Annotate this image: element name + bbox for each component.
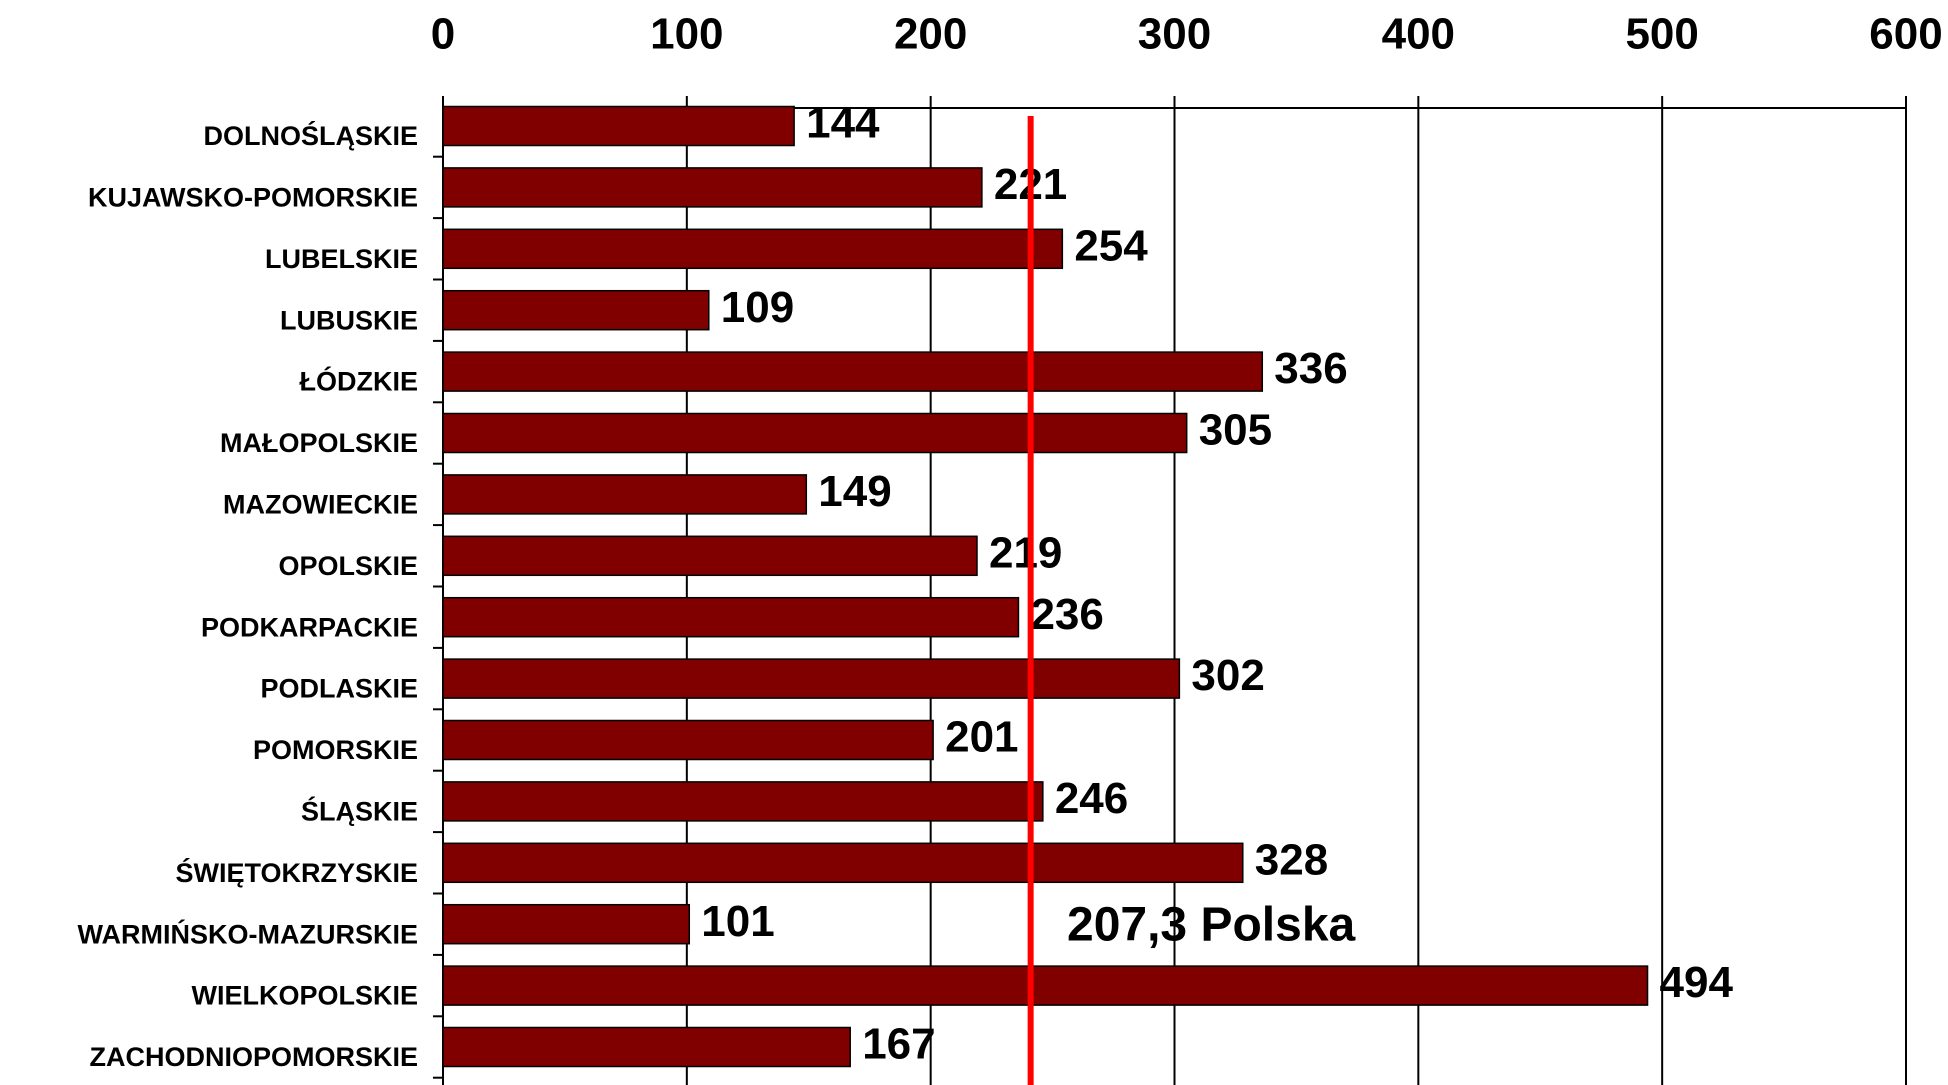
value-label: 167: [862, 1020, 935, 1069]
y-tick-label: MAŁOPOLSKIE: [220, 428, 418, 458]
y-tick-label: WIELKOPOLSKIE: [191, 981, 418, 1011]
value-label: 336: [1274, 344, 1347, 393]
y-tick-label: DOLNOŚLĄSKIE: [203, 120, 418, 151]
y-tick-label: LUBUSKIE: [280, 305, 418, 335]
y-tick-label: ŚWIĘTOKRZYSKIE: [175, 857, 418, 888]
x-tick-label: 200: [894, 10, 967, 59]
y-tick-label: MAZOWIECKIE: [223, 490, 418, 520]
x-tick-label: 300: [1138, 10, 1211, 59]
y-tick-label: ŚLĄSKIE: [301, 796, 418, 827]
bar: [442, 535, 978, 577]
y-tick-label: LUBELSKIE: [265, 244, 418, 274]
y-tick-label: KUJAWSKO-POMORSKIE: [88, 183, 418, 213]
value-label: 201: [945, 713, 1018, 762]
bar: [442, 228, 1064, 270]
bar: [442, 965, 1649, 1006]
y-tick-label: POMORSKIE: [253, 735, 418, 765]
value-label: 149: [818, 467, 891, 516]
value-label: 219: [989, 528, 1062, 577]
bar: [442, 781, 1044, 822]
bar: [442, 412, 1188, 454]
bar: [442, 903, 691, 945]
value-label: 144: [806, 99, 880, 148]
bar: [442, 289, 710, 331]
x-tick-label: 500: [1625, 10, 1698, 59]
value-label: 246: [1055, 774, 1128, 823]
x-tick-label: 0: [431, 10, 455, 59]
y-tick-label: ZACHODNIOPOMORSKIE: [89, 1042, 418, 1072]
bar: [442, 351, 1264, 392]
bar: [442, 105, 795, 147]
bar: [442, 719, 934, 761]
value-label: 305: [1199, 406, 1272, 455]
bar: [442, 842, 1244, 884]
value-label: 254: [1074, 221, 1148, 270]
y-tick-label: PODLASKIE: [260, 674, 418, 704]
value-label: 101: [701, 897, 774, 946]
y-tick-label: PODKARPACKIE: [201, 612, 418, 642]
bar: [442, 474, 808, 515]
value-label: 109: [721, 283, 794, 332]
value-label: 328: [1255, 835, 1328, 884]
reference-annotation: 207,3 Polska: [1067, 899, 1356, 952]
x-tick-label: 100: [650, 10, 723, 59]
x-tick-label: 400: [1382, 10, 1455, 59]
y-tick-label: WARMIŃSKO-MAZURSKIE: [78, 918, 418, 949]
bar: [442, 167, 983, 208]
bar: [442, 658, 1181, 699]
y-tick-label: OPOLSKIE: [278, 551, 418, 581]
bar: [442, 1026, 851, 1068]
value-label: 494: [1660, 958, 1734, 1007]
value-label: 302: [1191, 651, 1264, 700]
bar: [442, 596, 1020, 638]
y-tick-label: ŁÓDZKIE: [300, 366, 419, 397]
value-label: 236: [1030, 590, 1103, 639]
x-tick-label: 600: [1869, 10, 1942, 59]
